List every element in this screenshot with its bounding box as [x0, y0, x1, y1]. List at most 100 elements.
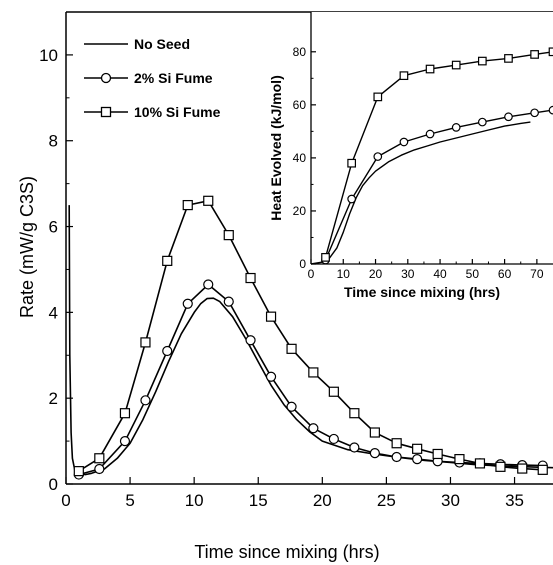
- inset-point-2pct-si-fume: [347, 194, 357, 204]
- main-point-2pct-si-fume: [119, 435, 131, 447]
- main-point-2pct-si-fume: [162, 345, 173, 357]
- main-series: [68, 195, 553, 480]
- legend-label-no-seed: No Seed: [134, 36, 190, 52]
- inset-x-tick-label: 0: [308, 267, 315, 281]
- inset-x-tick-label: 50: [466, 267, 480, 281]
- main-x-tick-label: 0: [61, 491, 70, 510]
- inset-point-2pct-si-fume: [373, 152, 383, 161]
- main-point-2pct-si-fume: [140, 395, 151, 406]
- inset-x-tick-label: 60: [498, 267, 512, 281]
- inset-series: [310, 47, 553, 265]
- inset-y-tick-label: 0: [299, 257, 306, 271]
- inset-background: [311, 12, 553, 264]
- main-x-tick-label: 10: [185, 491, 204, 510]
- main-y-tick-label: 4: [49, 303, 58, 322]
- inset-point-2pct-si-fume: [399, 137, 409, 147]
- main-point-10pct-si-fume: [182, 199, 193, 211]
- inset-point-10pct-si-fume: [504, 54, 513, 63]
- main-point-2pct-si-fume: [286, 401, 297, 412]
- main-point-10pct-si-fume: [162, 255, 173, 266]
- main-point-10pct-si-fume: [265, 311, 277, 322]
- inset-point-10pct-si-fume: [425, 64, 435, 74]
- main-y-tick-label: 2: [49, 389, 58, 408]
- main-point-10pct-si-fume: [517, 463, 528, 474]
- main-x-tick-label: 20: [313, 491, 332, 510]
- main-point-10pct-si-fume: [203, 195, 214, 206]
- inset-point-10pct-si-fume: [347, 158, 357, 168]
- inset-x-tick-label: 40: [433, 267, 447, 281]
- inset-point-10pct-si-fume: [451, 60, 461, 70]
- main-y-axis-title: Rate (mW/g C3S): [17, 176, 37, 318]
- main-point-10pct-si-fume: [495, 461, 506, 472]
- inset-y-tick-label: 20: [293, 204, 307, 218]
- inset-x-tick-label: 30: [401, 267, 415, 281]
- inset-point-2pct-si-fume: [425, 129, 435, 139]
- inset-ticks: 0 10 20 30 40 50 60 70 0 20 40 60 80: [293, 45, 544, 281]
- inset-point-2pct-si-fume: [504, 112, 513, 122]
- legend-label-2pct-si-fume: 2% Si Fume: [134, 70, 213, 86]
- main-point-10pct-si-fume: [73, 466, 84, 477]
- inset-point-10pct-si-fume: [477, 56, 487, 66]
- main-y-tick-label: 8: [49, 132, 58, 151]
- main-point-10pct-si-fume: [391, 438, 402, 449]
- inset-y-axis-title: Heat Evolved (kJ/mol): [268, 75, 284, 221]
- inset-point-2pct-si-fume: [548, 105, 553, 115]
- legend-item-2pct-si-fume: 2% Si Fume: [84, 70, 213, 86]
- main-point-2pct-si-fume: [94, 463, 105, 475]
- main-point-10pct-si-fume: [119, 408, 131, 419]
- inset-point-10pct-si-fume: [530, 50, 539, 59]
- main-point-10pct-si-fume: [474, 458, 486, 469]
- inset-point-10pct-si-fume: [399, 71, 409, 81]
- main-point-2pct-si-fume: [245, 335, 256, 346]
- main-point-10pct-si-fume: [369, 427, 380, 438]
- main-y-tick-label: 0: [49, 475, 58, 494]
- main-point-2pct-si-fume: [349, 442, 360, 453]
- inset-point-10pct-si-fume: [321, 253, 330, 262]
- main-point-10pct-si-fume: [140, 337, 151, 348]
- inset-point-2pct-si-fume: [477, 117, 487, 127]
- inset-x-tick-label: 10: [337, 267, 351, 281]
- main-plot-area: 0 5 10 15 20 25 30 35 0 2 4 6 8 10: [39, 11, 553, 510]
- main-point-10pct-si-fume: [349, 408, 360, 419]
- legend-marker-circle: [100, 72, 112, 84]
- main-point-2pct-si-fume: [391, 451, 402, 463]
- main-point-2pct-si-fume: [203, 279, 214, 290]
- main-point-10pct-si-fume: [245, 272, 256, 284]
- main-point-2pct-si-fume: [369, 448, 380, 459]
- main-point-10pct-si-fume: [223, 230, 234, 241]
- inset-x-tick-label: 70: [530, 267, 544, 281]
- inset-x-axis-title: Time since mixing (hrs): [344, 284, 500, 300]
- main-point-2pct-si-fume: [265, 371, 277, 382]
- main-x-tick-label: 30: [441, 491, 460, 510]
- inset-series-line-2pct-si-fume: [324, 109, 553, 261]
- inset-plot: 0 10 20 30 40 50 60 70 0 20 40 60 80 Time since mixi…: [268, 12, 553, 300]
- main-point-10pct-si-fume: [412, 443, 423, 454]
- main-x-tick-label: 15: [249, 491, 268, 510]
- main-point-10pct-si-fume: [537, 464, 548, 475]
- inset-series-line-10pct-si-fume: [324, 51, 553, 258]
- main-x-axis-title: Time since mixing (hrs): [194, 542, 379, 562]
- main-point-2pct-si-fume: [412, 454, 423, 465]
- inset-point-2pct-si-fume: [451, 123, 461, 132]
- main-x-tick-label: 35: [505, 491, 524, 510]
- main-point-2pct-si-fume: [308, 423, 319, 434]
- main-point-10pct-si-fume: [94, 453, 105, 464]
- main-x-tick-label: 5: [125, 491, 134, 510]
- main-point-2pct-si-fume: [223, 296, 234, 307]
- inset-series-line-no-seed: [310, 121, 531, 265]
- main-point-10pct-si-fume: [308, 367, 319, 378]
- inset-x-tick-label: 20: [369, 267, 383, 281]
- main-point-10pct-si-fume: [328, 386, 339, 397]
- main-point-10pct-si-fume: [286, 343, 297, 354]
- legend-marker-square: [100, 106, 112, 118]
- legend-item-no-seed: No Seed: [84, 36, 190, 52]
- inset-point-10pct-si-fume: [373, 92, 383, 102]
- legend: No Seed 2% Si Fume 10% Si Fume: [84, 36, 221, 120]
- inset-y-tick-label: 60: [293, 98, 307, 112]
- inset-y-tick-label: 40: [293, 151, 307, 165]
- main-x-tick-label: 25: [377, 491, 396, 510]
- main-point-10pct-si-fume: [432, 448, 443, 460]
- legend-label-10pct-si-fume: 10% Si Fume: [134, 104, 221, 120]
- inset-point-2pct-si-fume: [530, 108, 539, 118]
